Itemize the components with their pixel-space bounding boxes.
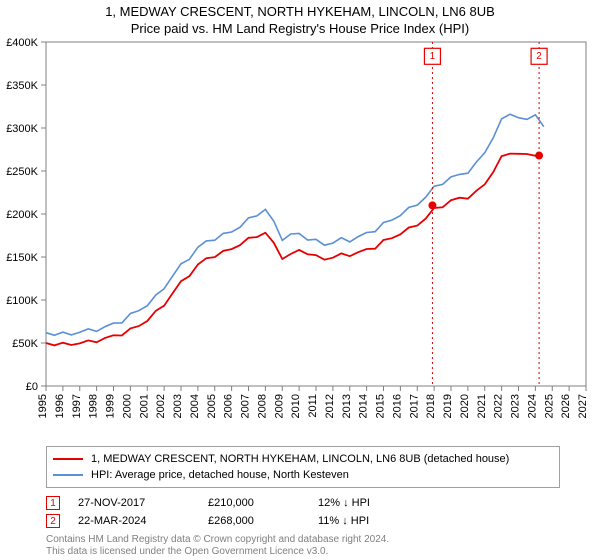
sale-delta: 11% ↓ HPI bbox=[318, 515, 438, 527]
sale-price: £210,000 bbox=[208, 497, 318, 509]
legend-swatch-blue bbox=[53, 474, 83, 476]
legend-label: 1, MEDWAY CRESCENT, NORTH HYKEHAM, LINCO… bbox=[91, 453, 509, 465]
x-axis-label: 2009 bbox=[273, 394, 285, 418]
x-axis-label: 2022 bbox=[493, 394, 505, 418]
legend-label: HPI: Average price, detached house, Nort… bbox=[91, 469, 349, 481]
x-axis-label: 1996 bbox=[54, 394, 66, 418]
sale-marker-badge: 2 bbox=[46, 514, 60, 528]
titles: 1, MEDWAY CRESCENT, NORTH HYKEHAM, LINCO… bbox=[0, 0, 600, 36]
y-axis-label: £200K bbox=[6, 209, 38, 221]
y-axis-label: £350K bbox=[6, 80, 38, 92]
x-axis-label: 2001 bbox=[138, 394, 150, 418]
footer-line: This data is licensed under the Open Gov… bbox=[46, 546, 389, 558]
chart-container: 1, MEDWAY CRESCENT, NORTH HYKEHAM, LINCO… bbox=[0, 0, 600, 560]
x-axis-label: 2024 bbox=[526, 394, 538, 418]
sale-delta: 12% ↓ HPI bbox=[318, 497, 438, 509]
y-axis-label: £150K bbox=[6, 252, 38, 264]
legend-row: 1, MEDWAY CRESCENT, NORTH HYKEHAM, LINCO… bbox=[53, 451, 553, 467]
y-axis-label: £300K bbox=[6, 123, 38, 135]
x-axis-label: 2003 bbox=[172, 394, 184, 418]
x-axis-label: 2015 bbox=[375, 394, 387, 418]
y-axis-label: £100K bbox=[6, 295, 38, 307]
sale-marker-dot bbox=[535, 152, 543, 160]
legend-swatch-red bbox=[53, 458, 83, 460]
footer-line: Contains HM Land Registry data © Crown c… bbox=[46, 534, 389, 546]
sale-marker-label: 2 bbox=[536, 51, 542, 62]
x-axis-label: 2011 bbox=[307, 394, 319, 418]
x-axis-label: 2006 bbox=[223, 394, 235, 418]
title-main: 1, MEDWAY CRESCENT, NORTH HYKEHAM, LINCO… bbox=[0, 4, 600, 19]
y-axis-label: £250K bbox=[6, 166, 38, 178]
x-axis-label: 2019 bbox=[442, 394, 454, 418]
x-axis-label: 2021 bbox=[476, 394, 488, 418]
x-axis-label: 1999 bbox=[105, 394, 117, 418]
x-axis-label: 2008 bbox=[256, 394, 268, 418]
x-axis-label: 2025 bbox=[543, 394, 555, 418]
x-axis-label: 2013 bbox=[341, 394, 353, 418]
sale-price: £268,000 bbox=[208, 515, 318, 527]
sales-row: 2 22-MAR-2024 £268,000 11% ↓ HPI bbox=[46, 512, 560, 530]
x-axis-label: 2007 bbox=[240, 394, 252, 418]
y-axis-label: £0 bbox=[26, 381, 38, 393]
sale-marker-dot bbox=[428, 201, 436, 209]
x-axis-label: 1997 bbox=[71, 394, 83, 418]
sale-marker-label: 1 bbox=[430, 51, 436, 62]
x-axis-label: 2016 bbox=[391, 394, 403, 418]
y-axis-label: £400K bbox=[6, 37, 38, 49]
x-axis-label: 2012 bbox=[324, 394, 336, 418]
legend-box: 1, MEDWAY CRESCENT, NORTH HYKEHAM, LINCO… bbox=[46, 446, 560, 488]
x-axis-label: 2026 bbox=[560, 394, 572, 418]
x-axis-label: 2002 bbox=[155, 394, 167, 418]
title-sub: Price paid vs. HM Land Registry's House … bbox=[0, 21, 600, 36]
x-axis-label: 1998 bbox=[88, 394, 100, 418]
x-axis-label: 1995 bbox=[37, 394, 49, 418]
x-axis-label: 2014 bbox=[358, 394, 370, 418]
x-axis-label: 2010 bbox=[290, 394, 302, 418]
chart-svg: £0 £50K £100K £150K £200K £250K £300K £350K £400… bbox=[0, 36, 600, 436]
legend-row: HPI: Average price, detached house, Nort… bbox=[53, 467, 553, 483]
sale-date: 27-NOV-2017 bbox=[78, 497, 208, 509]
x-axis-label: 2020 bbox=[459, 394, 471, 418]
chart-area: £0 £50K £100K £150K £200K £250K £300K £350K £400… bbox=[0, 36, 600, 436]
x-axis-label: 2004 bbox=[189, 394, 201, 418]
sales-table: 1 27-NOV-2017 £210,000 12% ↓ HPI 2 22-MA… bbox=[46, 494, 560, 530]
x-axis-label: 2027 bbox=[577, 394, 589, 418]
sale-date: 22-MAR-2024 bbox=[78, 515, 208, 527]
x-axis-label: 2023 bbox=[510, 394, 522, 418]
x-axis-label: 2017 bbox=[408, 394, 420, 418]
x-axis-label: 2005 bbox=[206, 394, 218, 418]
x-axis-label: 2000 bbox=[121, 394, 133, 418]
y-axis-label: £50K bbox=[12, 338, 38, 350]
footer: Contains HM Land Registry data © Crown c… bbox=[46, 534, 389, 558]
x-axis-label: 2018 bbox=[425, 394, 437, 418]
sale-marker-badge: 1 bbox=[46, 496, 60, 510]
sales-row: 1 27-NOV-2017 £210,000 12% ↓ HPI bbox=[46, 494, 560, 512]
